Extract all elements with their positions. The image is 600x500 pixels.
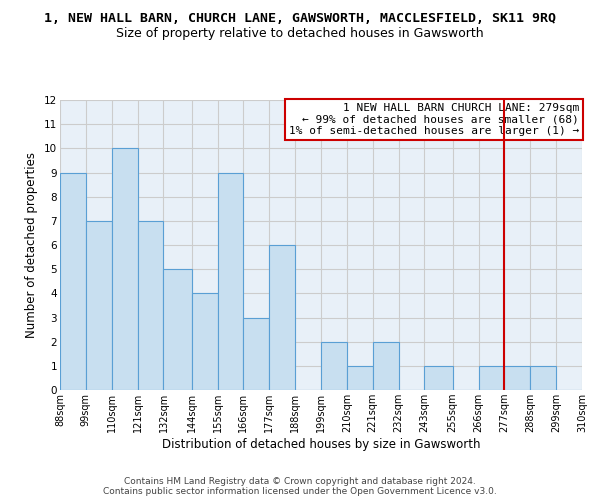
- Y-axis label: Number of detached properties: Number of detached properties: [25, 152, 38, 338]
- Text: 1 NEW HALL BARN CHURCH LANE: 279sqm
← 99% of detached houses are smaller (68)
1%: 1 NEW HALL BARN CHURCH LANE: 279sqm ← 99…: [289, 103, 579, 136]
- Bar: [373, 342, 398, 390]
- Text: Contains HM Land Registry data © Crown copyright and database right 2024.: Contains HM Land Registry data © Crown c…: [124, 477, 476, 486]
- Bar: [60, 172, 86, 390]
- Bar: [321, 342, 347, 390]
- Text: Contains public sector information licensed under the Open Government Licence v3: Contains public sector information licen…: [103, 487, 497, 496]
- Bar: [163, 269, 191, 390]
- Bar: [479, 366, 505, 390]
- Bar: [530, 366, 556, 390]
- Text: 1, NEW HALL BARN, CHURCH LANE, GAWSWORTH, MACCLESFIELD, SK11 9RQ: 1, NEW HALL BARN, CHURCH LANE, GAWSWORTH…: [44, 12, 556, 26]
- Bar: [86, 221, 112, 390]
- Bar: [112, 148, 137, 390]
- Bar: [218, 172, 244, 390]
- Bar: [137, 221, 163, 390]
- X-axis label: Distribution of detached houses by size in Gawsworth: Distribution of detached houses by size …: [162, 438, 480, 451]
- Bar: [424, 366, 452, 390]
- Text: Size of property relative to detached houses in Gawsworth: Size of property relative to detached ho…: [116, 28, 484, 40]
- Bar: [191, 294, 218, 390]
- Bar: [347, 366, 373, 390]
- Bar: [505, 366, 530, 390]
- Bar: [269, 245, 295, 390]
- Bar: [244, 318, 269, 390]
